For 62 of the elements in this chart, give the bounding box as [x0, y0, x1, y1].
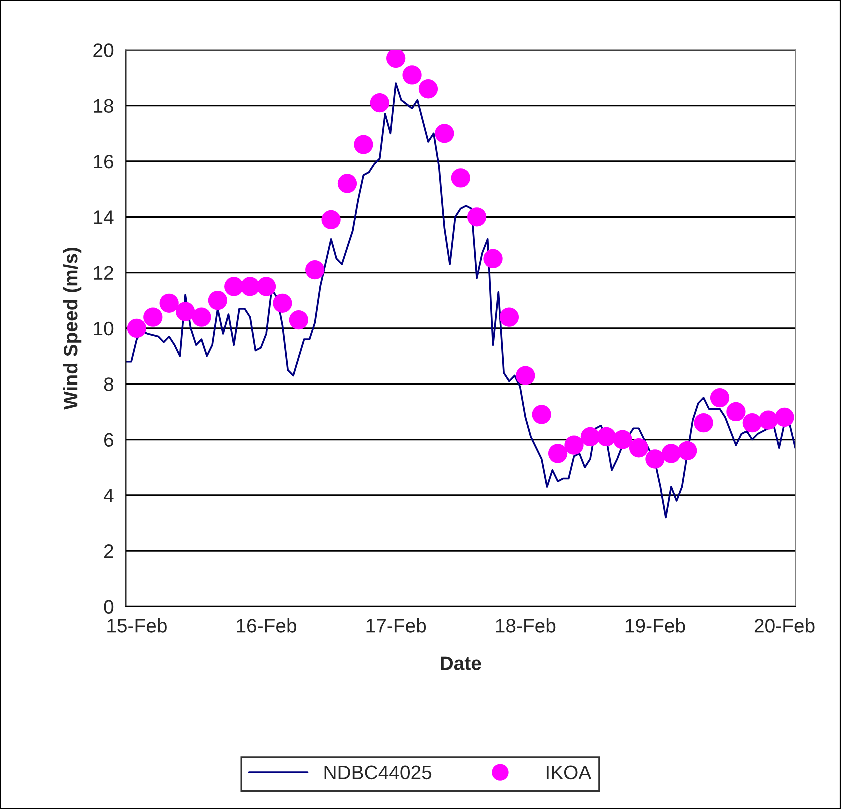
- point: [208, 291, 228, 310]
- point: [759, 410, 778, 430]
- y-tick-label: 2: [104, 544, 114, 558]
- y-axis-title: Wind Speed (m/s): [63, 248, 82, 410]
- point: [710, 388, 730, 408]
- x-tick-label: 18-Feb: [496, 618, 556, 633]
- point: [532, 405, 552, 424]
- x-tick-label: 20-Feb: [754, 618, 815, 633]
- point: [240, 277, 260, 296]
- point: [629, 438, 649, 458]
- legend-label: NDBC44025: [324, 766, 432, 780]
- point: [289, 310, 308, 330]
- point: [176, 302, 196, 322]
- point: [273, 294, 292, 313]
- point: [564, 436, 584, 455]
- x-tick-label: 15-Feb: [108, 618, 167, 633]
- point: [742, 414, 762, 433]
- point: [435, 124, 454, 144]
- point: [256, 277, 276, 296]
- y-tick-label: 12: [94, 266, 114, 280]
- legend-label: IKOA: [546, 766, 592, 780]
- y-tick-label: 18: [94, 99, 114, 114]
- point: [224, 277, 244, 296]
- point: [386, 50, 406, 68]
- point: [418, 80, 438, 99]
- point: [613, 430, 632, 450]
- point: [646, 450, 665, 469]
- point: [775, 408, 794, 428]
- point: [662, 444, 681, 464]
- y-tick-label: 6: [104, 433, 114, 448]
- y-tick-label: 4: [104, 489, 114, 502]
- point: [144, 308, 163, 327]
- y-tick-label: 14: [94, 210, 114, 224]
- point: [516, 366, 536, 386]
- y-tick-label: 10: [94, 322, 114, 336]
- point: [306, 260, 325, 280]
- point: [726, 402, 746, 422]
- point: [694, 414, 714, 433]
- y-tick-label: 20: [94, 44, 114, 58]
- point: [451, 168, 470, 188]
- y-tick-label: 0: [104, 600, 114, 614]
- point: [192, 308, 212, 327]
- x-axis-title: Date: [441, 656, 482, 670]
- point: [678, 441, 698, 460]
- point: [402, 66, 422, 85]
- point: [484, 249, 503, 268]
- point: [597, 427, 616, 447]
- y-tick-label: 8: [104, 378, 114, 392]
- point: [127, 318, 147, 338]
- point: [354, 135, 374, 154]
- point: [322, 210, 341, 230]
- x-tick-label: 17-Feb: [366, 618, 426, 633]
- point: [548, 444, 568, 464]
- point: [370, 93, 390, 113]
- point: [338, 174, 358, 194]
- point: [500, 308, 520, 327]
- y-tick-label: 16: [94, 154, 114, 169]
- x-tick-label: 19-Feb: [626, 618, 686, 633]
- point: [580, 427, 600, 447]
- x-tick-label: 16-Feb: [237, 618, 297, 633]
- point: [467, 208, 487, 227]
- point: [160, 294, 179, 313]
